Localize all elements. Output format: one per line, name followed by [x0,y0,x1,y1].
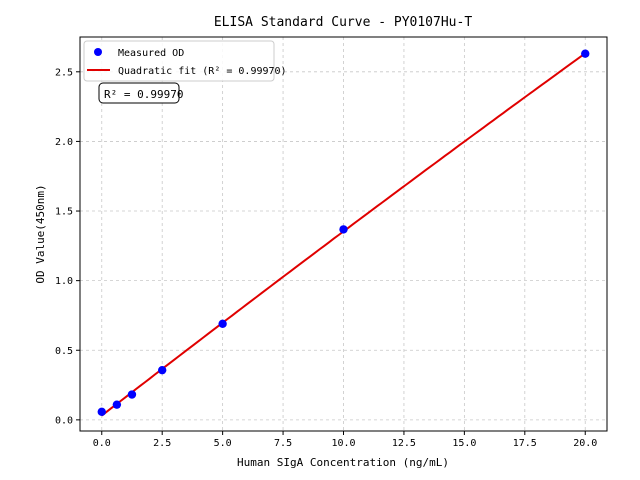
y-tick-label: 2.5 [55,67,73,78]
x-tick-label: 17.5 [513,438,537,449]
ticks: 0.0 2.5 5.0 7.5 10.0 12.5 15.0 17.5 20.0 0.0 0.5 1.… [55,67,597,449]
x-tick-label: 15.0 [452,438,476,449]
x-axis-label: Human SIgA Concentration (ng/mL) [237,456,449,469]
data-point [157,365,167,375]
data-point [127,390,137,399]
legend-marker-measured [94,48,102,56]
data-point [218,319,227,328]
data-point [97,407,106,416]
legend-label-fit: Quadratic fit (R² = 0.99970) [118,66,287,77]
x-tick-label: 12.5 [392,438,416,449]
data-point [339,225,348,234]
x-tick-label: 2.5 [153,438,171,449]
grid [80,37,607,431]
y-tick-label: 1.0 [55,276,73,287]
x-tick-label: 5.0 [214,438,232,449]
x-tick-label: 0.0 [93,438,111,449]
y-tick-label: 0.0 [55,415,73,426]
y-tick-label: 0.5 [55,346,73,357]
legend: Measured OD Quadratic fit (R² = 0.99970) [83,40,287,82]
x-tick-label: 7.5 [274,438,292,449]
x-tick-label: 10.0 [331,438,355,449]
y-tick-label: 2.0 [55,137,73,148]
marks [97,49,590,417]
y-tick-label: 1.5 [55,207,73,218]
y-axis-label: OD Value(450nm) [34,184,47,283]
chart-title: ELISA Standard Curve - PY0107Hu-T [214,15,472,30]
r2-annotation-text: R² = 0.99970 [104,88,183,101]
legend-label-measured: Measured OD [118,48,184,59]
r2-annotation: R² = 0.99970 [98,82,183,104]
data-point [581,49,590,58]
x-tick-label: 20.0 [573,438,597,449]
data-point [112,400,122,409]
